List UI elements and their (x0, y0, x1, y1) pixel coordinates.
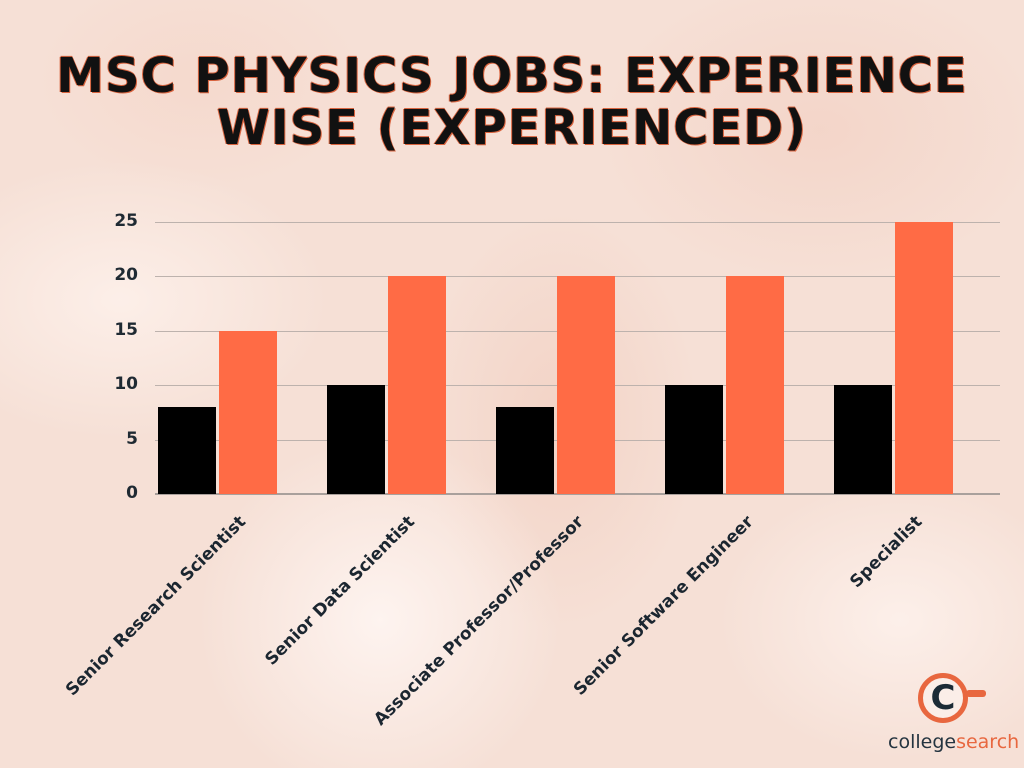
y-tick-label: 20 (114, 265, 138, 286)
bar-black (834, 385, 892, 494)
logo-letter: C (930, 678, 956, 718)
bar-black (496, 406, 554, 494)
bar-black (158, 406, 216, 494)
bar-orange (388, 276, 446, 494)
chart-title-line-2: WISE (EXPERIENCED) (216, 100, 808, 156)
x-axis-line (155, 493, 1000, 495)
y-tick-label: 0 (126, 483, 138, 503)
y-tick-label: 5 (126, 428, 138, 449)
bar-black (665, 385, 723, 494)
collegesearch-logo: C collegesearch (880, 665, 1020, 755)
logo-text-college: college (888, 731, 957, 753)
logo-mug-handle (966, 690, 986, 697)
chart-title-line-1: MSC PHYSICS JOBS: EXPERIENCE (56, 48, 968, 104)
logo-wordmark: collegesearch (888, 731, 1019, 753)
plot-area (155, 222, 1000, 495)
y-tick-label: 25 (114, 211, 138, 231)
gridline (155, 222, 1000, 223)
chart-title: MSC PHYSICS JOBS: EXPERIENCE WISE (EXPER… (0, 50, 1024, 154)
bar-orange (726, 276, 784, 494)
y-tick-label: 15 (114, 319, 138, 340)
bar-orange (895, 222, 953, 494)
bar-orange (557, 276, 615, 494)
logo-text-search: search (956, 731, 1020, 753)
bar-orange (219, 330, 277, 494)
bar-black (327, 385, 385, 494)
logo-mug-icon (918, 673, 968, 723)
y-tick-label: 10 (114, 374, 138, 395)
